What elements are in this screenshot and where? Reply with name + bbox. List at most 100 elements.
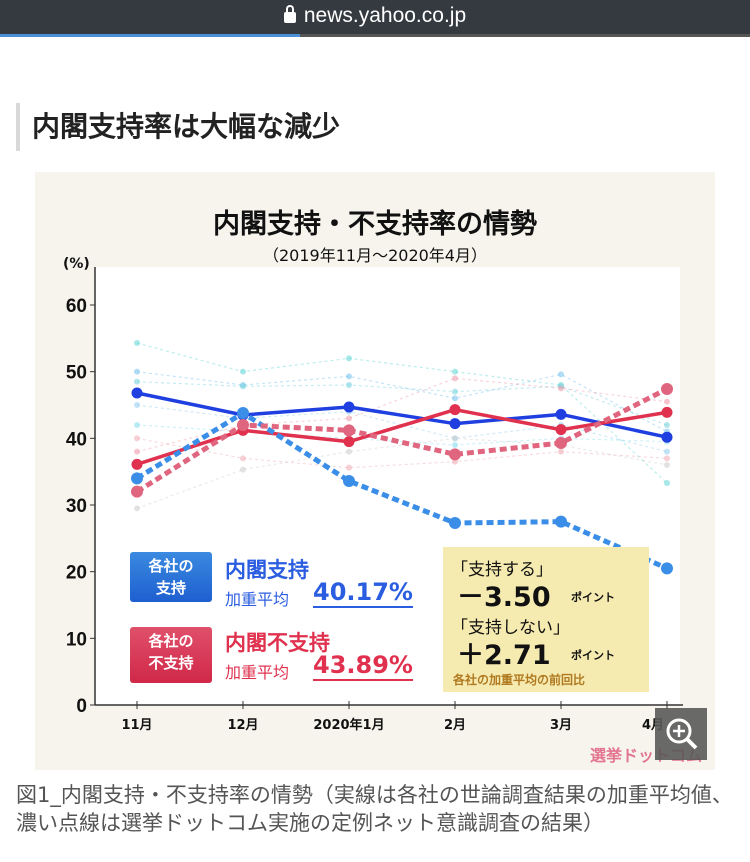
data-point xyxy=(134,422,140,428)
nonsupport-avg-value: 43.89% xyxy=(313,651,413,681)
data-point xyxy=(346,415,352,422)
data-point xyxy=(131,485,143,498)
nonsupport-avg-label: 加重平均 xyxy=(225,663,290,682)
figure-caption: 図1_内閣支持・不支持率の情勢（実線は各社の世論調査結果の加重平均値、濃い点線は… xyxy=(16,783,733,835)
data-point xyxy=(452,442,458,448)
data-point xyxy=(346,464,352,471)
support-change-value: －3.50 xyxy=(457,582,551,613)
y-tick-label: 50 xyxy=(66,363,87,384)
data-point xyxy=(343,424,355,437)
series-line xyxy=(136,381,668,426)
support-change-unit: ポイント xyxy=(571,591,615,604)
load-progress-bar xyxy=(0,34,750,37)
data-point xyxy=(664,398,670,405)
data-point xyxy=(134,368,140,375)
data-point xyxy=(661,406,673,418)
data-point xyxy=(558,371,564,378)
y-tick-label: 0 xyxy=(76,696,87,717)
series-line xyxy=(136,437,668,509)
support-legend-title: 内閣支持 xyxy=(225,558,309,582)
data-point xyxy=(134,378,140,385)
data-point xyxy=(452,435,458,442)
data-point xyxy=(661,431,673,443)
data-point xyxy=(134,505,140,512)
support-change-label: 「支持する」 xyxy=(451,560,553,580)
data-point xyxy=(664,462,670,468)
data-point xyxy=(452,458,458,465)
data-point xyxy=(555,408,567,420)
series-line xyxy=(135,386,669,494)
data-point xyxy=(134,435,140,442)
data-point xyxy=(237,419,249,431)
change-annotation-box: 「支持する」 －3.50 ポイント 「支持しない」 ＋2.71 ポイント 各社の… xyxy=(443,547,649,692)
data-point xyxy=(452,388,458,395)
chart-title: 内閣支持・不支持率の情勢 xyxy=(213,209,537,240)
data-point xyxy=(661,562,673,575)
data-point xyxy=(664,448,670,455)
data-point xyxy=(134,402,140,408)
data-point xyxy=(240,383,246,390)
data-point xyxy=(449,404,461,416)
data-point xyxy=(555,515,567,528)
data-point xyxy=(240,455,246,462)
data-point xyxy=(449,448,461,461)
data-point xyxy=(346,373,352,380)
data-point xyxy=(664,455,670,462)
data-point xyxy=(343,436,355,448)
x-tick-label: 2月 xyxy=(444,718,466,733)
x-tick-label: 12月 xyxy=(227,718,258,733)
zoom-in-icon xyxy=(666,718,698,750)
zoom-image-button[interactable] xyxy=(655,708,707,760)
support-badge: 各社の 支持 xyxy=(130,552,212,602)
browser-address-bar[interactable]: news.yahoo.co.jp xyxy=(0,0,750,37)
nonsupport-change-unit: ポイント xyxy=(571,649,615,662)
support-avg-value: 40.17% xyxy=(313,578,413,608)
data-point xyxy=(558,448,564,455)
data-point xyxy=(134,340,140,346)
load-progress-fill xyxy=(0,34,300,37)
series-line xyxy=(136,371,668,433)
data-point xyxy=(558,385,564,392)
support-badge-line2: 支持 xyxy=(155,579,186,597)
data-point xyxy=(131,472,143,485)
data-point xyxy=(134,448,140,455)
series-line xyxy=(136,437,668,469)
data-point xyxy=(661,383,673,395)
data-point xyxy=(555,437,567,449)
data-point xyxy=(240,466,246,473)
data-point xyxy=(449,517,461,529)
y-axis-label: (%) xyxy=(63,256,90,272)
data-point xyxy=(449,418,461,430)
support-badge-line1: 各社の xyxy=(148,557,194,575)
data-point xyxy=(131,458,143,470)
url-display[interactable]: news.yahoo.co.jp xyxy=(0,4,750,28)
data-point xyxy=(343,401,355,413)
x-tick-label: 2020年1月 xyxy=(313,717,384,733)
nonsupport-badge-line1: 各社の xyxy=(148,632,194,650)
data-point xyxy=(452,395,458,402)
url-text: news.yahoo.co.jp xyxy=(303,4,467,27)
y-tick-label: 60 xyxy=(66,296,87,317)
chart-subtitle: （2019年11月〜2020年4月） xyxy=(263,246,487,265)
series-line xyxy=(135,410,669,571)
data-point xyxy=(346,355,352,362)
data-point xyxy=(452,368,458,375)
y-tick-label: 20 xyxy=(66,563,87,584)
nonsupport-change-value: ＋2.71 xyxy=(457,640,551,671)
data-point xyxy=(237,407,249,419)
series-line xyxy=(136,391,668,439)
y-tick-label: 30 xyxy=(66,496,87,517)
nonsupport-badge-line2: 不支持 xyxy=(148,654,194,672)
nonsupport-legend-title: 内閣不支持 xyxy=(225,631,330,655)
data-point xyxy=(664,480,670,486)
nonsupport-change-label: 「支持しない」 xyxy=(451,618,570,638)
lock-icon xyxy=(283,5,296,23)
annotation-note: 各社の加重平均の前回比 xyxy=(453,673,586,687)
y-tick-label: 10 xyxy=(66,629,87,650)
data-point xyxy=(346,448,352,455)
series-line xyxy=(136,407,668,466)
chart-image[interactable]: 内閣支持・不支持率の情勢 （2019年11月〜2020年4月） (%) 0 10 2… xyxy=(35,172,715,770)
series-line xyxy=(136,377,668,453)
series-line xyxy=(136,342,668,484)
